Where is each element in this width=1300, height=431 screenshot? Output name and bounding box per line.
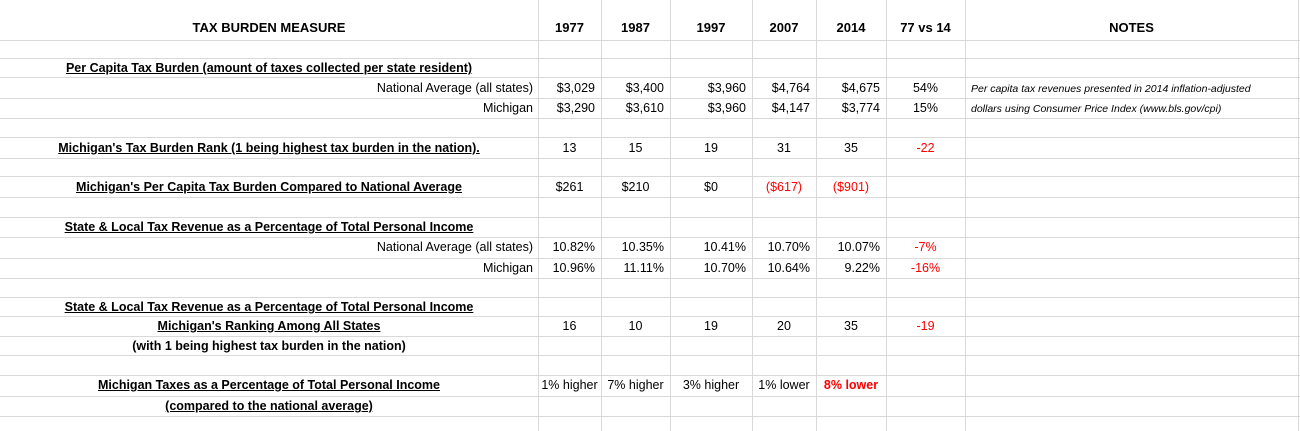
header-1997: 1997 xyxy=(696,20,726,35)
header-change: 77 vs 14 xyxy=(900,20,951,35)
grid-line xyxy=(0,336,1300,337)
cell-value: $3,774 xyxy=(841,101,880,115)
cell-value: 15 xyxy=(628,141,643,155)
cell-value: 31 xyxy=(777,141,791,155)
section-title-compare: Michigan's Per Capita Tax Burden Compare… xyxy=(76,180,462,194)
header-2007: 2007 xyxy=(769,20,799,35)
cell-value: $3,290 xyxy=(556,101,595,115)
section-title-ranking: State & Local Tax Revenue as a Percentag… xyxy=(64,300,474,314)
cell-change: -16% xyxy=(910,261,941,275)
cell-value: $4,147 xyxy=(771,101,810,115)
grid-line xyxy=(752,0,753,431)
cell-value: $3,610 xyxy=(625,101,664,115)
grid-line xyxy=(0,137,1300,138)
grid-line xyxy=(0,396,1300,397)
grid-line xyxy=(886,0,887,431)
cell-value: 10.70% xyxy=(767,240,810,254)
cell-change: 54% xyxy=(912,81,939,95)
section-title-pct-income: State & Local Tax Revenue as a Percentag… xyxy=(64,220,474,234)
cell-value: 13 xyxy=(562,141,577,155)
cell-value: 10.70% xyxy=(703,261,746,275)
cell-change: -19 xyxy=(916,319,935,333)
header-2014: 2014 xyxy=(836,20,866,35)
header-1977: 1977 xyxy=(555,20,584,35)
grid-line xyxy=(0,217,1300,218)
grid-line xyxy=(0,316,1300,317)
grid-line xyxy=(538,0,539,431)
grid-line xyxy=(0,176,1300,177)
cell-value: 19 xyxy=(704,141,718,155)
cell-value: $4,764 xyxy=(771,81,810,95)
section-subtitle-mi-pct: (compared to the national average) xyxy=(165,399,373,413)
cell-value: 35 xyxy=(844,319,858,333)
cell-value: $3,960 xyxy=(707,101,746,115)
grid-line xyxy=(0,58,1300,59)
cell-value: 1% lower xyxy=(758,378,810,392)
cell-change: -7% xyxy=(914,240,937,254)
section-title-rank: Michigan's Tax Burden Rank (1 being high… xyxy=(58,141,480,155)
cell-value: 20 xyxy=(777,319,791,333)
section-title-per-capita: Per Capita Tax Burden (amount of taxes c… xyxy=(65,61,473,75)
cell-value: 11.11% xyxy=(623,261,664,275)
grid-line xyxy=(1298,0,1299,431)
cell-value-negative: ($617) xyxy=(765,180,803,194)
section-subtitle-ranking: Michigan's Ranking Among All States xyxy=(157,319,381,333)
cell-value: $4,675 xyxy=(841,81,880,95)
cell-value: 10.82% xyxy=(552,240,595,254)
note-text: dollars using Consumer Price Index (www.… xyxy=(971,103,1222,115)
cell-value: 10.41% xyxy=(703,240,746,254)
cell-value: 10.07% xyxy=(837,240,880,254)
row-label-michigan: Michigan xyxy=(482,261,533,275)
cell-value: 10.96% xyxy=(552,261,595,275)
cell-value: 35 xyxy=(844,141,858,155)
header-notes: NOTES xyxy=(1109,20,1154,35)
grid-line xyxy=(0,40,1300,41)
cell-value: $261 xyxy=(555,180,584,194)
grid-line xyxy=(0,197,1300,198)
grid-line xyxy=(965,0,966,431)
cell-value: 3% higher xyxy=(682,378,740,392)
grid-line xyxy=(0,258,1300,259)
cell-value: 9.22% xyxy=(844,261,880,275)
grid-line xyxy=(0,77,1300,78)
header-1987: 1987 xyxy=(621,20,650,35)
grid-line xyxy=(601,0,602,431)
section-title-mi-pct: Michigan Taxes as a Percentage of Total … xyxy=(97,378,440,392)
cell-value: $3,400 xyxy=(625,81,664,95)
cell-change: -22 xyxy=(916,141,935,155)
row-label-national: National Average (all states) xyxy=(376,240,533,254)
grid-line xyxy=(0,375,1300,376)
cell-value: 10 xyxy=(628,319,643,333)
header-measure: TAX BURDEN MEASURE xyxy=(192,20,346,35)
grid-line xyxy=(0,355,1300,356)
cell-value: 16 xyxy=(562,319,577,333)
cell-value: $0 xyxy=(704,180,718,194)
cell-value: $3,029 xyxy=(556,81,595,95)
grid-line xyxy=(0,237,1300,238)
cell-value: $3,960 xyxy=(707,81,746,95)
grid-line xyxy=(0,416,1300,417)
note-text: Per capita tax revenues presented in 201… xyxy=(971,83,1251,95)
grid-line xyxy=(0,158,1300,159)
cell-value: 7% higher xyxy=(607,378,664,392)
row-label-national: National Average (all states) xyxy=(376,81,533,95)
grid-line xyxy=(0,118,1300,119)
cell-value: $210 xyxy=(621,180,650,194)
cell-value-negative: ($901) xyxy=(832,180,870,194)
cell-value: 1% higher xyxy=(541,378,598,392)
row-label-michigan: Michigan xyxy=(482,101,533,115)
cell-value-negative: 8% lower xyxy=(823,378,879,392)
grid-line xyxy=(670,0,671,431)
cell-value: 10.64% xyxy=(767,261,810,275)
grid-line xyxy=(0,278,1300,279)
section-footnote-ranking: (with 1 being highest tax burden in the … xyxy=(132,339,406,353)
grid-line xyxy=(0,98,1300,99)
cell-change: 15% xyxy=(912,101,939,115)
grid-line xyxy=(816,0,817,431)
grid-line xyxy=(0,297,1300,298)
cell-value: 10.35% xyxy=(621,240,664,254)
cell-value: 19 xyxy=(704,319,718,333)
